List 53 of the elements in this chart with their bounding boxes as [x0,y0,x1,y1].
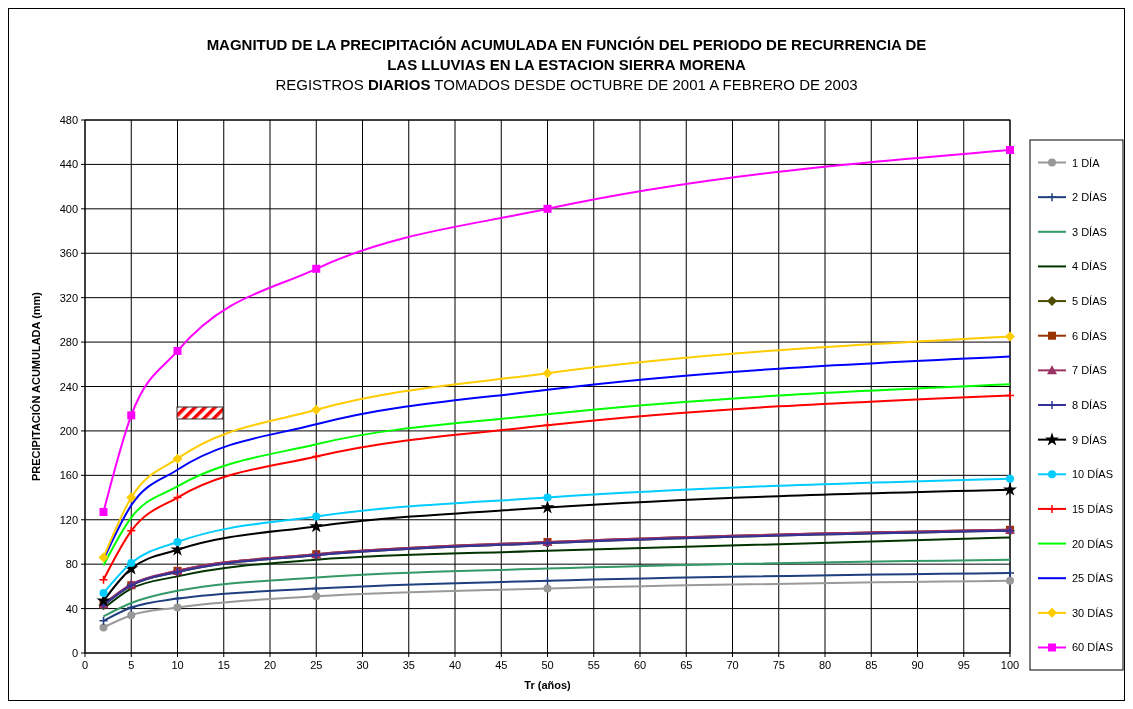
x-tick-label: 45 [495,659,508,671]
x-tick-label: 40 [448,659,462,671]
x-tick-label: 95 [957,659,970,671]
y-tick-label: 0 [71,647,78,659]
legend-label: 6 DÍAS [1072,329,1107,342]
x-tick-label: 60 [633,659,647,671]
x-tick-label: 100 [1000,659,1020,671]
x-tick-label: 5 [128,659,135,671]
legend-label: 1 DÍA [1072,156,1101,169]
y-tick-label: 320 [59,291,78,304]
y-tick-label: 480 [59,114,78,126]
y-tick-label: 40 [65,602,78,615]
y-tick-label: 440 [59,158,78,171]
legend-label: 9 DÍAS [1072,433,1107,446]
legend-label: 30 DÍAS [1072,606,1113,619]
x-tick-label: 25 [310,659,323,671]
y-tick-label: 280 [59,336,78,349]
y-tick-label: 120 [59,513,78,526]
legend-label: 20 DÍAS [1072,537,1113,550]
legend-label: 2 DÍAS [1072,191,1107,204]
x-tick-label: 15 [217,659,230,671]
legend-label: 8 DÍAS [1072,399,1107,411]
legend-label: 25 DÍAS [1072,572,1113,585]
x-tick-label: 30 [356,659,369,671]
y-tick-label: 80 [65,558,78,571]
legend-label: 4 DÍAS [1072,260,1107,273]
legend-label: 7 DÍAS [1072,364,1107,377]
legend-label: 5 DÍAS [1072,295,1107,308]
y-tick-label: 240 [59,380,78,393]
chart-title: MAGNITUD DE LA PRECIPITACIÓN ACUMULADA EN FUNCIÓN DEL PERIODO DE RECURRENCIA DE LAS LLUVIAS EN LA ESTACION SIERRA MORENA [206,36,927,73]
x-tick-label: 75 [772,659,785,671]
legend-label: 15 DÍAS [1072,502,1113,515]
y-tick-label: 200 [59,424,78,437]
y-tick-label: 160 [59,469,78,482]
legend-label: 10 DÍAS [1072,468,1113,481]
x-tick-label: 35 [402,659,415,671]
x-tick-label: 10 [171,659,184,671]
text: REGISTROS DIARIOS TOMADOS DESDE OCTUBRE DE 2001 A FEBRERO DE 2003 [275,76,858,93]
legend-label: 3 DÍAS [1072,225,1107,238]
x-tick-label: 0 [81,659,89,671]
y-tick-label: 360 [59,247,78,260]
x-tick-label: 65 [680,659,693,671]
x-tick-label: 90 [911,659,924,671]
x-tick-label: 55 [587,659,600,671]
x-tick-label: 20 [263,659,277,671]
legend-label: 60 DÍAS [1072,641,1113,654]
x-axis-title: Tr (años) [524,679,572,691]
y-axis-title: PRECIPITACIÓN ACUMULADA (mm) [30,291,42,482]
x-tick-label: 70 [726,659,739,671]
x-tick-label: 50 [541,659,554,671]
y-tick-label: 400 [59,202,78,215]
x-tick-label: 85 [865,659,878,671]
x-tick-label: 80 [818,659,832,671]
